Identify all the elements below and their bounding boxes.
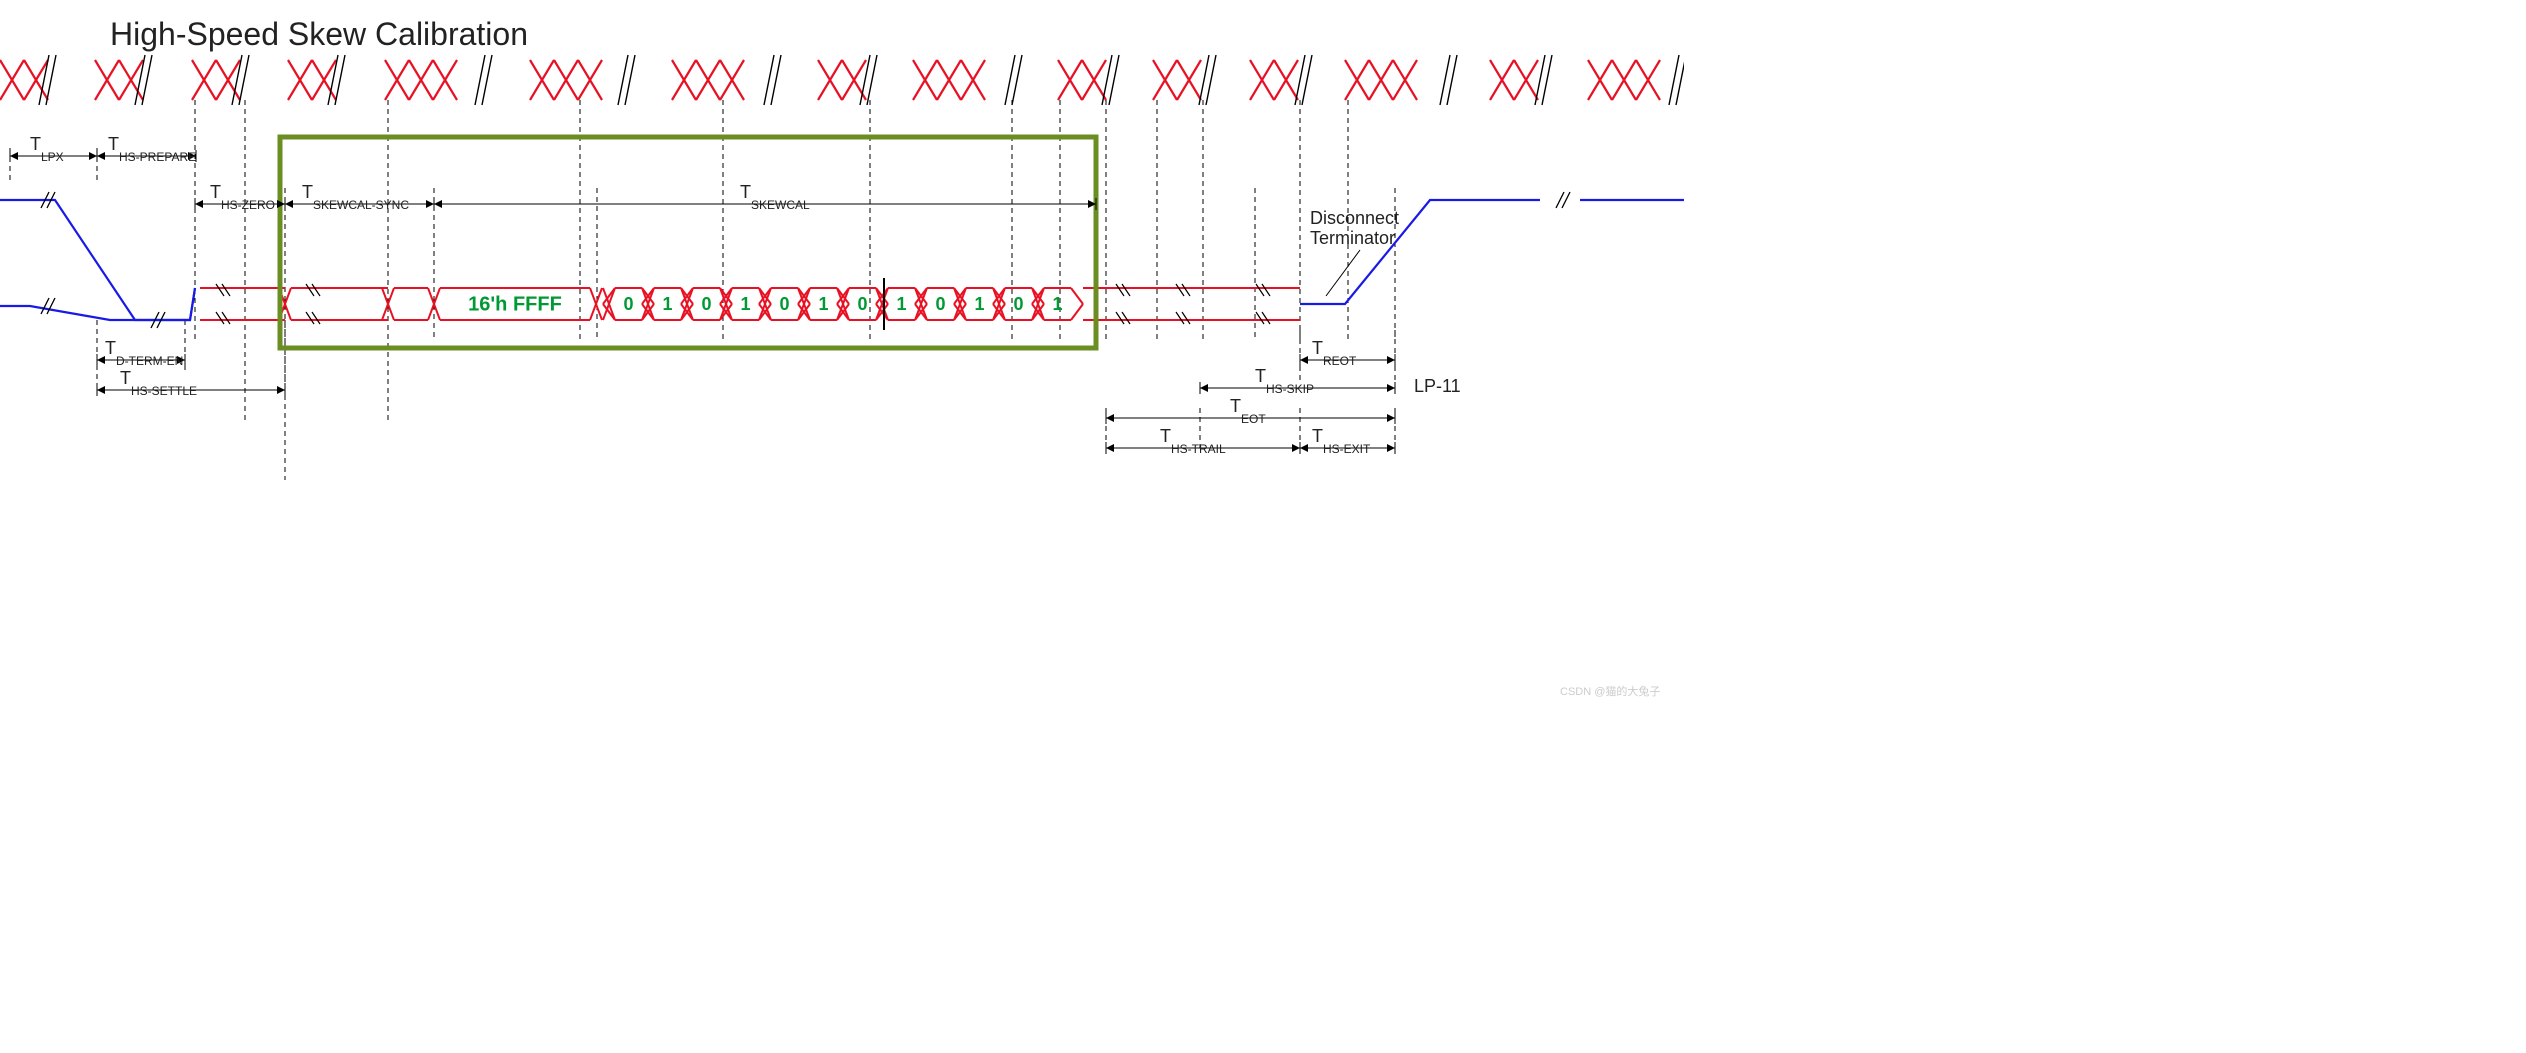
sync-pattern-label: 16'h FFFF	[468, 293, 562, 315]
t-hs-trail-label: THS-TRAIL	[1160, 426, 1226, 456]
data-bit: 1	[974, 294, 984, 314]
label-terminator: Terminator	[1310, 228, 1395, 248]
clock-row	[0, 55, 1684, 105]
data-bit: 1	[1052, 294, 1062, 314]
data-bit: 0	[1013, 294, 1023, 314]
t-skewcal-label: TSKEWCAL	[740, 182, 810, 212]
data-bit: 1	[662, 294, 672, 314]
t-hs-settle: THS-SETTLE	[97, 368, 285, 398]
t-eot: TEOT	[1106, 396, 1395, 426]
data-bit: 0	[623, 294, 633, 314]
t-hs-skip: THS-SKIP	[1200, 366, 1395, 396]
disconnect-pointer	[1326, 250, 1360, 296]
t-d-term-en-label: TD-TERM-EN	[105, 338, 183, 368]
watermark: CSDN @猫的大兔子	[1560, 684, 1660, 698]
t-hs-skip-label: THS-SKIP	[1255, 366, 1314, 396]
t-hs-settle-label: THS-SETTLE	[120, 368, 197, 398]
t-hs-prepare-label: THS-PREPARE	[108, 134, 196, 164]
t-skewcal-sync-label: TSKEWCAL-SYNC	[302, 182, 409, 212]
data-bit: 0	[701, 294, 711, 314]
data-bit: 1	[896, 294, 906, 314]
t-hs-trail: THS-TRAIL	[1106, 426, 1300, 456]
t-eot-label: TEOT	[1230, 396, 1266, 426]
t-skewcal-sync: TSKEWCAL-SYNC	[285, 182, 434, 212]
t-lpx: TLPX	[10, 134, 97, 164]
data-bit: 0	[857, 294, 867, 314]
t-hs-prepare: THS-PREPARE	[97, 134, 196, 164]
data-bit: 1	[818, 294, 828, 314]
data-bit: 1	[740, 294, 750, 314]
t-reot-label: TREOT	[1312, 338, 1357, 368]
diagram-title: High-Speed Skew Calibration	[110, 16, 528, 52]
hs-data-envelope: 16'h FFFF 0 1 0 1 0 1 0 1 0 1 0 1	[200, 278, 1300, 330]
t-hs-exit: THS-EXIT	[1300, 426, 1395, 456]
t-hs-zero: THS-ZERO	[195, 182, 285, 212]
t-lpx-label: TLPX	[30, 134, 64, 164]
skewcal-region-box	[280, 137, 1096, 348]
t-d-term-en: TD-TERM-EN	[97, 338, 185, 368]
t-hs-exit-label: THS-EXIT	[1312, 426, 1371, 456]
label-lp11: LP-11	[1414, 376, 1461, 396]
t-reot: TREOT	[1300, 338, 1395, 368]
data-bit: 0	[935, 294, 945, 314]
data-bit: 0	[779, 294, 789, 314]
t-skewcal: TSKEWCAL	[434, 182, 1096, 212]
t-hs-zero-label: THS-ZERO	[210, 182, 275, 212]
label-disconnect: Disconnect	[1310, 208, 1399, 228]
